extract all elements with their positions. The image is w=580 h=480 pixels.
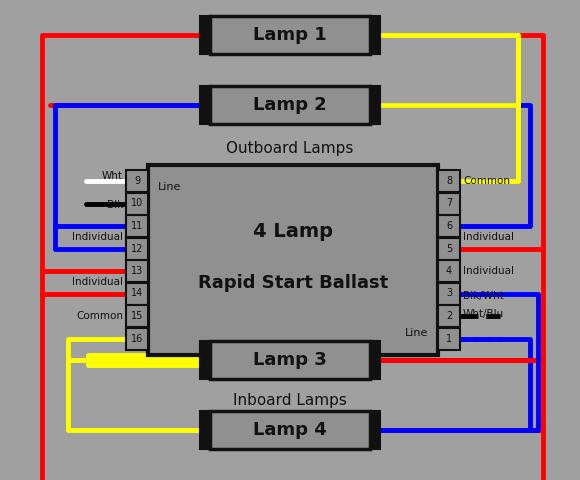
Bar bbox=[126, 305, 148, 327]
Bar bbox=[210, 16, 370, 54]
Text: Line: Line bbox=[405, 328, 428, 338]
Bar bbox=[210, 86, 370, 124]
Text: Blk/Wht: Blk/Wht bbox=[463, 290, 504, 300]
Bar bbox=[200, 341, 210, 379]
Bar bbox=[126, 260, 148, 282]
Text: 8: 8 bbox=[446, 176, 452, 186]
Bar bbox=[126, 238, 148, 260]
Text: Lamp 1: Lamp 1 bbox=[253, 26, 327, 44]
Text: Rapid Start Ballast: Rapid Start Ballast bbox=[198, 274, 388, 292]
Text: 7: 7 bbox=[446, 199, 452, 208]
Text: 3: 3 bbox=[446, 288, 452, 299]
Bar bbox=[210, 341, 370, 379]
Text: 4 Lamp: 4 Lamp bbox=[253, 222, 333, 241]
Text: Line: Line bbox=[158, 182, 182, 192]
Bar bbox=[200, 86, 210, 124]
Text: Inboard Lamps: Inboard Lamps bbox=[233, 393, 347, 408]
Bar bbox=[370, 411, 380, 449]
Text: Individual: Individual bbox=[72, 277, 123, 287]
Text: 2: 2 bbox=[446, 311, 452, 321]
Bar bbox=[438, 283, 460, 304]
Text: Lamp 3: Lamp 3 bbox=[253, 351, 327, 369]
Text: 15: 15 bbox=[131, 311, 143, 321]
Text: Outboard Lamps: Outboard Lamps bbox=[226, 141, 354, 156]
Bar bbox=[126, 192, 148, 215]
Text: 14: 14 bbox=[131, 288, 143, 299]
Bar bbox=[370, 341, 380, 379]
Text: 4: 4 bbox=[446, 266, 452, 276]
Bar bbox=[438, 215, 460, 237]
Text: 5: 5 bbox=[446, 243, 452, 253]
Text: Common: Common bbox=[76, 311, 123, 321]
Bar bbox=[126, 215, 148, 237]
Text: Lamp 2: Lamp 2 bbox=[253, 96, 327, 114]
Bar bbox=[438, 192, 460, 215]
Text: Common: Common bbox=[463, 176, 510, 186]
Text: 12: 12 bbox=[131, 243, 143, 253]
Bar bbox=[438, 170, 460, 192]
Text: 16: 16 bbox=[131, 334, 143, 344]
Bar bbox=[126, 283, 148, 304]
Text: 13: 13 bbox=[131, 266, 143, 276]
Text: electrical101.com: electrical101.com bbox=[246, 342, 340, 352]
Bar bbox=[438, 238, 460, 260]
Text: 1: 1 bbox=[446, 334, 452, 344]
Bar bbox=[126, 170, 148, 192]
Text: Wht/Blu: Wht/Blu bbox=[463, 309, 504, 319]
Text: Individual: Individual bbox=[463, 232, 514, 242]
Text: 10: 10 bbox=[131, 199, 143, 208]
Text: Individual: Individual bbox=[72, 232, 123, 242]
Bar bbox=[370, 86, 380, 124]
Bar bbox=[438, 305, 460, 327]
Bar bbox=[370, 16, 380, 54]
Bar bbox=[126, 327, 148, 349]
Text: 9: 9 bbox=[134, 176, 140, 186]
Text: 11: 11 bbox=[131, 221, 143, 231]
Bar bbox=[438, 260, 460, 282]
Bar bbox=[210, 411, 370, 449]
Bar bbox=[438, 327, 460, 349]
Bar bbox=[200, 16, 210, 54]
Text: Lamp 4: Lamp 4 bbox=[253, 421, 327, 439]
Bar bbox=[148, 165, 438, 355]
Text: 6: 6 bbox=[446, 221, 452, 231]
Text: Blk: Blk bbox=[107, 201, 123, 211]
Text: Individual: Individual bbox=[463, 266, 514, 276]
Text: Wht: Wht bbox=[102, 171, 123, 181]
Bar bbox=[200, 411, 210, 449]
